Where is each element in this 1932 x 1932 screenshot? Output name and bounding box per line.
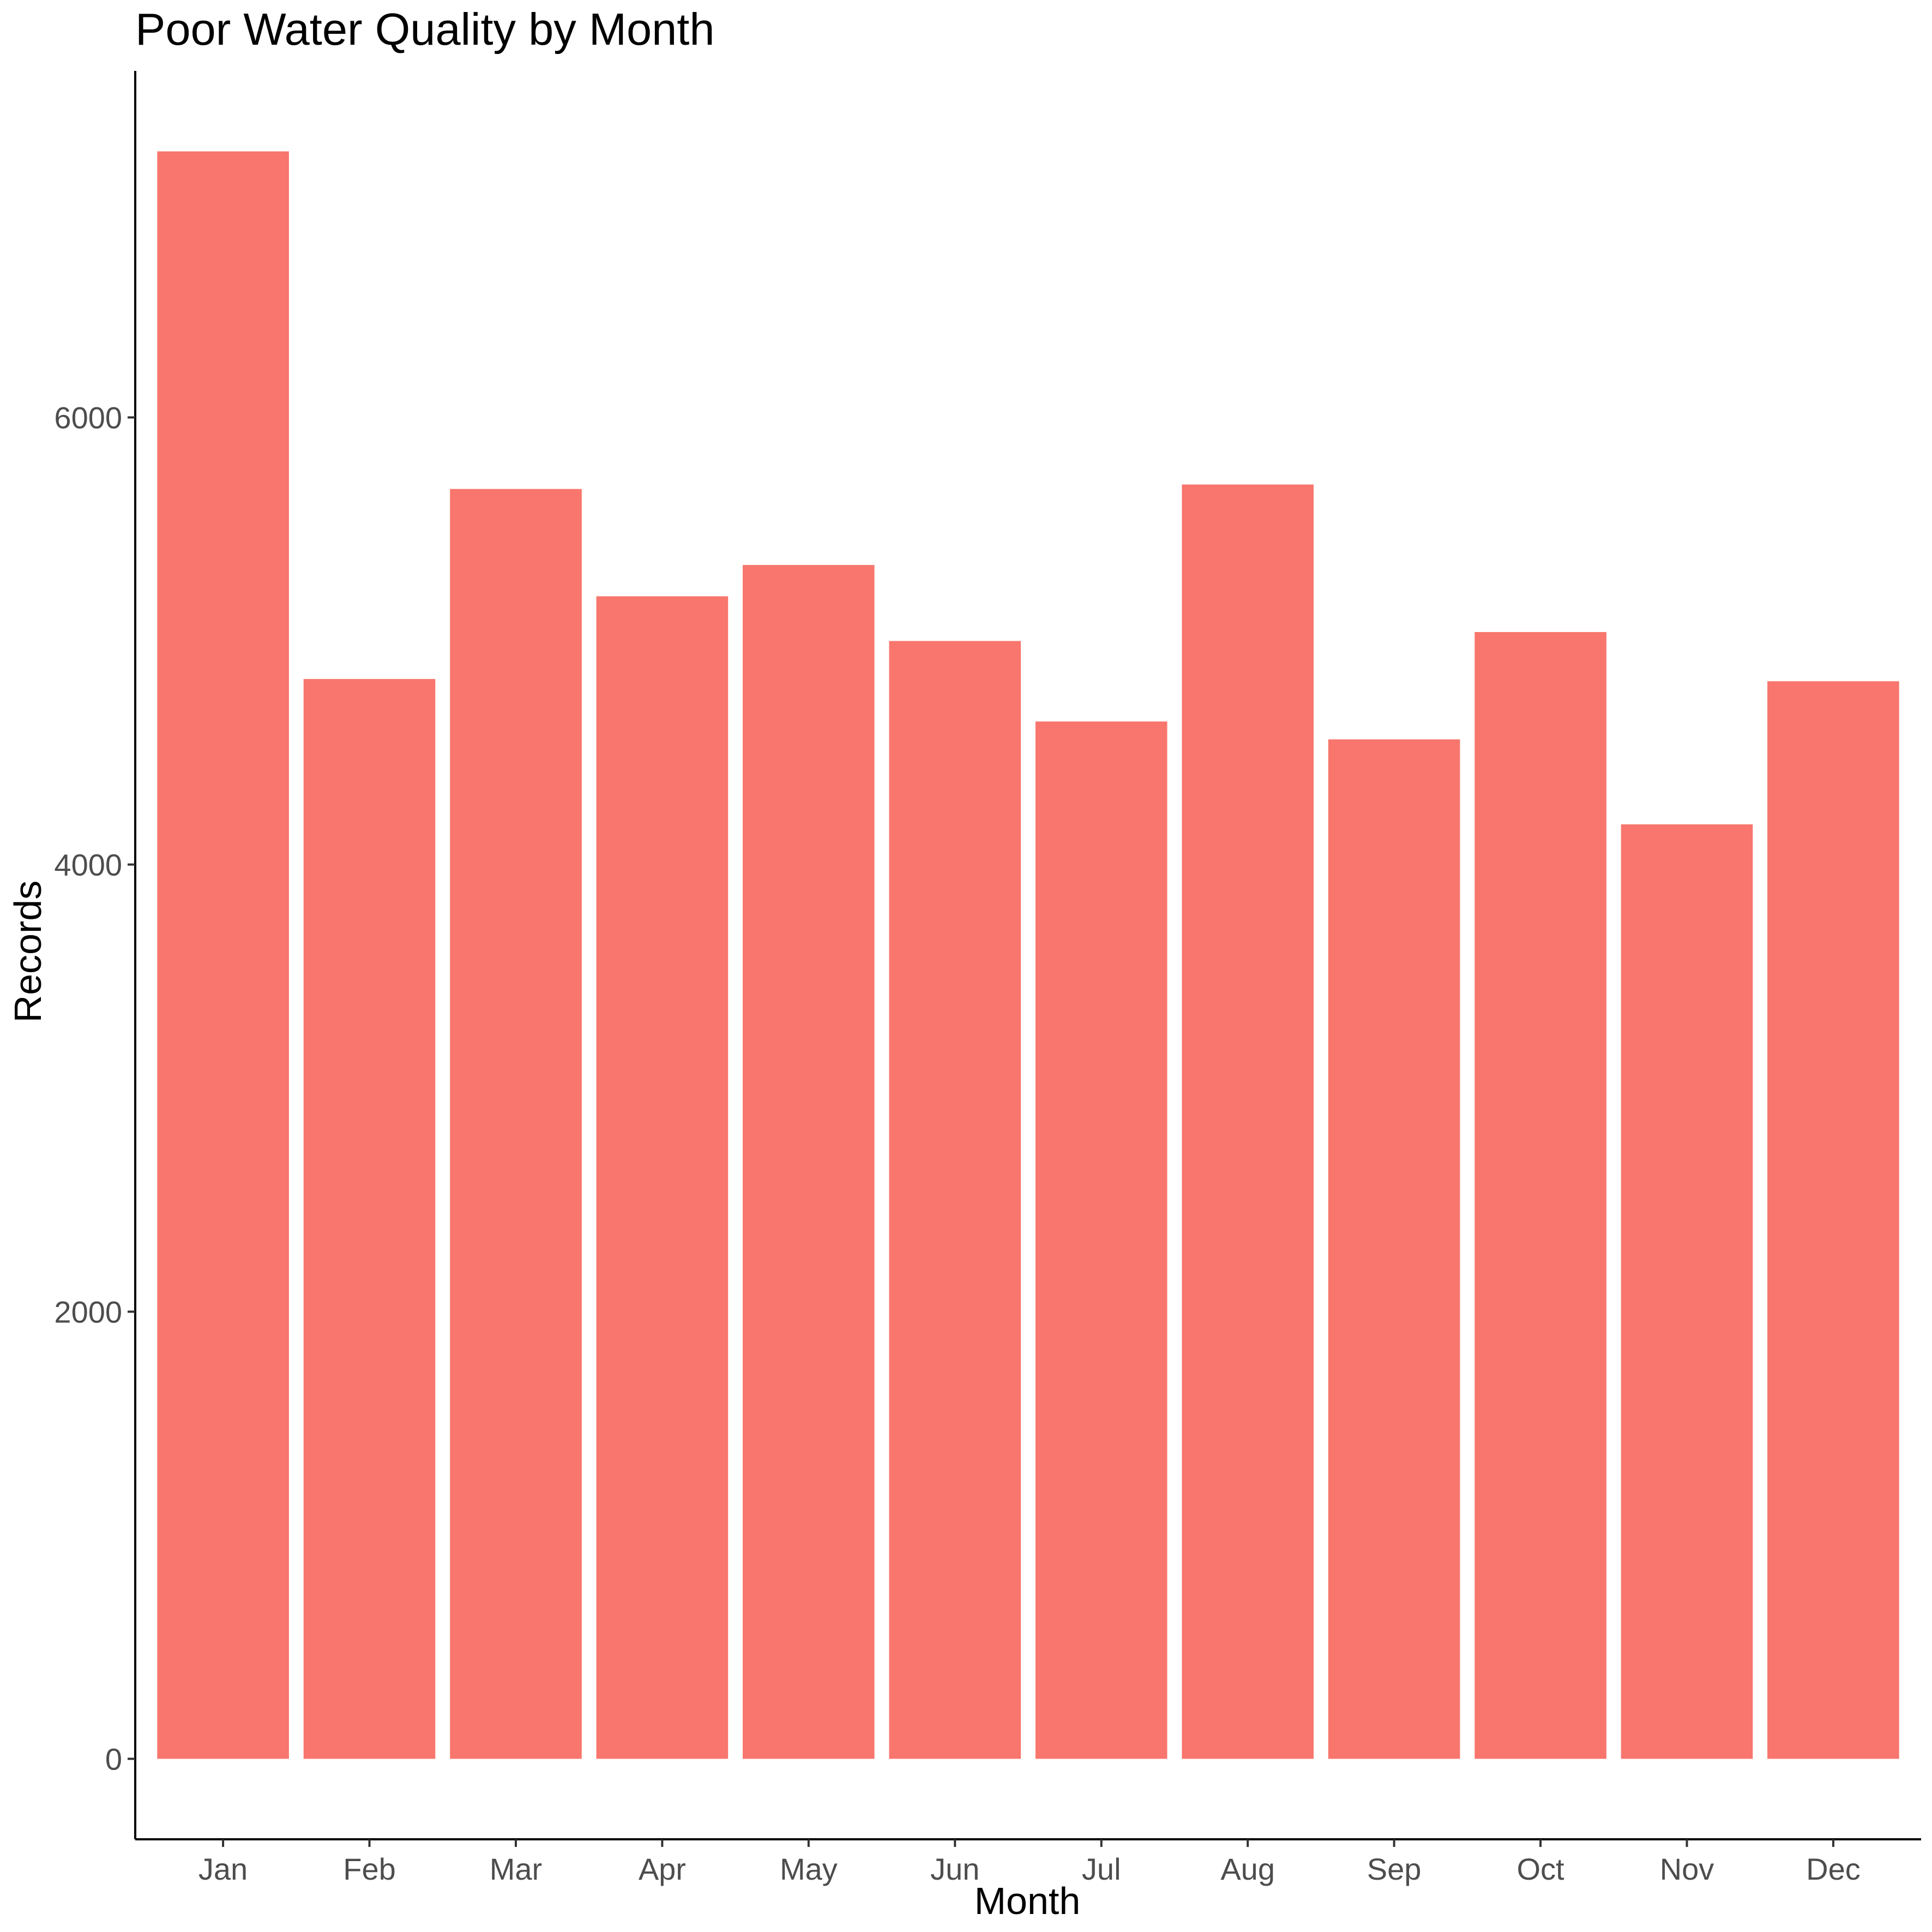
y-axis-title: Records — [7, 881, 49, 1023]
bar-jan — [157, 151, 289, 1759]
x-tick-label: May — [780, 1852, 838, 1886]
bar-oct — [1474, 632, 1606, 1759]
x-tick-label: Nov — [1660, 1852, 1714, 1886]
x-tick-label: Jan — [198, 1852, 248, 1886]
bars-group — [157, 151, 1899, 1759]
bar-jun — [889, 641, 1021, 1759]
y-tick-label: 4000 — [54, 847, 122, 882]
x-tick-label: Jul — [1082, 1852, 1121, 1886]
bar-apr — [596, 596, 729, 1759]
x-axis-title: Month — [974, 1880, 1081, 1922]
y-tick-label: 2000 — [54, 1295, 122, 1329]
bar-sep — [1328, 739, 1460, 1759]
x-ticks-group: Jan Feb Mar Apr May Jun Jul Aug Sep Oct Nov Dec — [198, 1839, 1861, 1886]
x-tick-label: Dec — [1806, 1852, 1861, 1886]
bar-nov — [1621, 824, 1753, 1759]
bar-may — [743, 565, 875, 1759]
chart-title: Poor Water Quality by Month — [135, 4, 715, 55]
x-tick-label: Feb — [343, 1852, 396, 1886]
bar-mar — [450, 489, 582, 1759]
bar-jul — [1035, 721, 1167, 1759]
x-tick-label: Apr — [639, 1852, 686, 1886]
x-tick-label: Aug — [1220, 1852, 1275, 1886]
bar-dec — [1767, 681, 1899, 1759]
y-tick-label: 0 — [105, 1742, 122, 1776]
x-tick-label: Mar — [490, 1852, 542, 1886]
plot-area: 0 2000 4000 6000 Jan Feb Mar Apr May Jun Jul Aug Se… — [54, 71, 1921, 1886]
bar-feb — [303, 679, 436, 1759]
y-ticks-group: 0 2000 4000 6000 — [54, 400, 135, 1776]
x-tick-label: Oct — [1516, 1852, 1564, 1886]
x-tick-label: Jun — [930, 1852, 979, 1886]
x-tick-label: Sep — [1367, 1852, 1422, 1886]
bar-aug — [1182, 484, 1314, 1759]
y-tick-label: 6000 — [54, 400, 122, 435]
